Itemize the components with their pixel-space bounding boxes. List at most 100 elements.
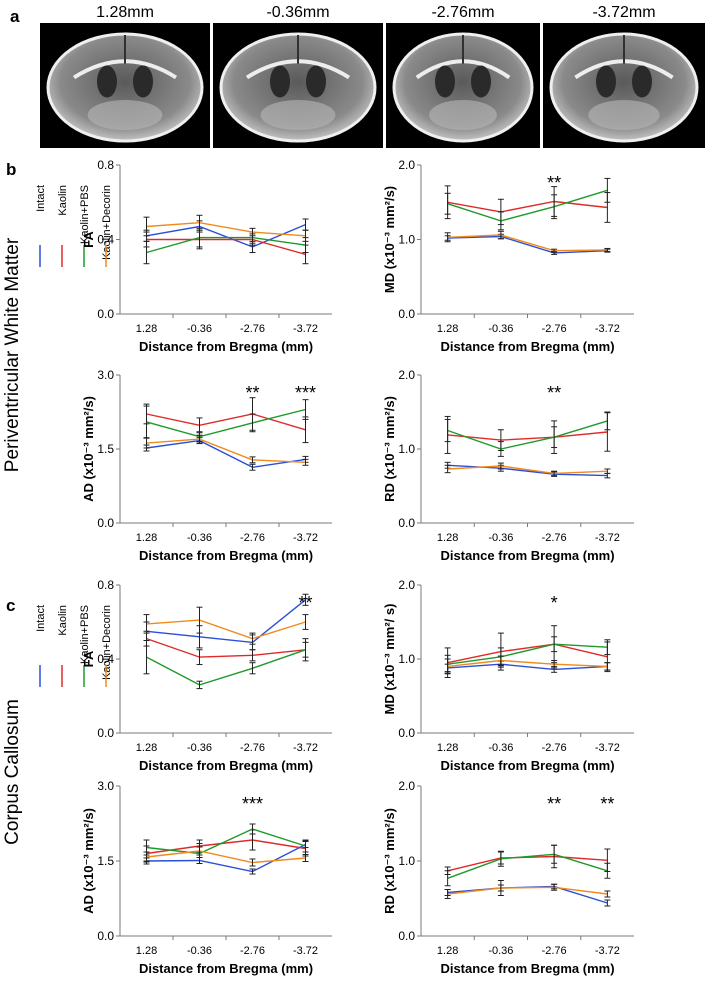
panel-c-label: c [6,596,15,615]
x-tick-label: -2.76 [240,532,265,544]
mri-caption: -3.72mm [592,4,655,21]
series-line [447,643,608,664]
series-line [146,413,306,431]
series-line [447,663,608,671]
legend-c: Intact Kaolin Kaolin+PBS Kaolin+Decorin [35,605,113,687]
series-line [447,431,608,441]
legend-label: Intact [35,605,47,632]
legend-label: Intact [35,185,47,212]
x-tick-label: -2.76 [240,945,265,957]
series-kaolin-decorin [444,230,611,253]
x-tick-label: 1.28 [136,945,157,957]
legend-b: Intact Kaolin Kaolin+PBS Kaolin+Decorin [35,185,113,267]
x-tick-label: -3.72 [293,323,318,335]
y-tick-label: 0.8 [97,578,114,592]
series-line [146,828,306,855]
series-line [146,649,306,686]
panel-a-label: a [10,7,20,26]
mri-row: 1.28mm -0.36mm -2.76mm -3.72mm [40,4,705,148]
x-tick-label: -2.76 [542,323,567,335]
x-tick-label: 1.28 [136,742,157,754]
series-line [447,200,608,213]
legend-label: Kaolin+PBS [79,185,91,244]
ventricle-right [133,65,153,98]
brain-section [394,34,532,141]
brain-section [221,34,375,141]
ventricle-left [435,65,455,98]
y-axis-title: MD (x10⁻³ mm²/s) [382,186,397,293]
series-line [146,843,306,873]
chart-c-md: 0.0 1.0 2.0 1.28 -0.36 -2.76 -3.72 Distance fro… [382,578,634,773]
legend-item: Intact [35,185,47,267]
series-intact [444,233,611,255]
x-tick-label: -0.36 [488,323,513,335]
y-tick-label: 1.5 [97,854,114,868]
region-label-corpus-callosum: Corpus Callosum [2,699,23,845]
x-tick-label: -2.76 [240,323,265,335]
mri-caption: -2.76mm [431,4,494,21]
series-intact [143,218,309,254]
series-line [447,885,608,904]
y-axis-title: FA [81,231,96,248]
mri-caption: 1.28mm [96,4,154,21]
y-tick-label: 2.0 [398,578,415,592]
y-tick-label: 2.0 [398,158,415,172]
series-line [146,599,306,644]
y-tick-label: 0.4 [97,233,114,247]
brain-section [48,34,202,141]
y-tick-label: 0.0 [97,726,114,740]
legend-item: Kaolin+Decorin [101,605,113,687]
x-tick-label: 1.28 [437,945,458,957]
brain-section [551,34,697,141]
series-line [146,637,306,658]
series-kaolin [444,185,611,226]
series-line [146,238,306,256]
subcortical-region [429,100,497,130]
series-kaolin-decorin [444,462,611,477]
legend-label: Kaolin+PBS [79,605,91,664]
series-kaolin-decorin [143,606,309,645]
y-axis-title: AD (x10⁻³ mm²/s) [81,808,96,914]
y-tick-label: 0.8 [97,158,114,172]
significance-marker: ** [547,383,561,403]
legend-label: Kaolin [57,605,69,636]
legend-item: Intact [35,605,47,687]
x-axis-title: Distance from Bregma (mm) [440,758,614,773]
series-line [447,464,608,477]
y-tick-label: 0.0 [97,516,114,530]
chart-b-ad: 0.0 1.5 3.0 1.28 -0.36 -2.76 -3.72 Distance fro… [81,368,332,563]
y-tick-label: 0.0 [398,929,415,943]
series-line [447,886,608,895]
series-kaolin [143,630,309,666]
series-intact [143,841,309,875]
x-tick-label: -2.76 [542,945,567,957]
significance-marker: ** [547,173,561,193]
x-tick-label: -0.36 [187,323,212,335]
x-tick-label: -2.76 [542,532,567,544]
x-tick-label: -0.36 [187,945,212,957]
legend-item: Kaolin [57,605,69,687]
x-tick-label: -3.72 [595,323,620,335]
series-line [447,420,608,450]
x-axis-title: Distance from Bregma (mm) [139,548,313,563]
mri-slice-3: -2.76mm [386,4,540,148]
ventricle-right [632,65,652,98]
series-kaolin-decorin [143,846,309,867]
legend-label: Kaolin+Decorin [101,185,113,260]
x-axis-title: Distance from Bregma (mm) [139,961,313,976]
series-line [146,223,306,248]
legend-item: Kaolin+PBS [79,185,91,267]
chart-c-rd: 0.0 1.0 2.0 1.28 -0.36 -2.76 -3.72 Distance fro… [382,779,634,976]
y-tick-label: 0.0 [97,929,114,943]
ventricle-left [97,65,117,98]
series-line [447,659,608,668]
significance-marker: ** [600,794,614,814]
x-axis-title: Distance from Bregma (mm) [440,961,614,976]
y-tick-label: 2.0 [398,368,415,382]
region-label-periventricular: Periventricular White Matter [2,237,23,472]
series-line [447,234,608,252]
series-line [447,643,608,665]
series-kaolin-pbs [143,823,309,864]
series-line [447,189,608,222]
